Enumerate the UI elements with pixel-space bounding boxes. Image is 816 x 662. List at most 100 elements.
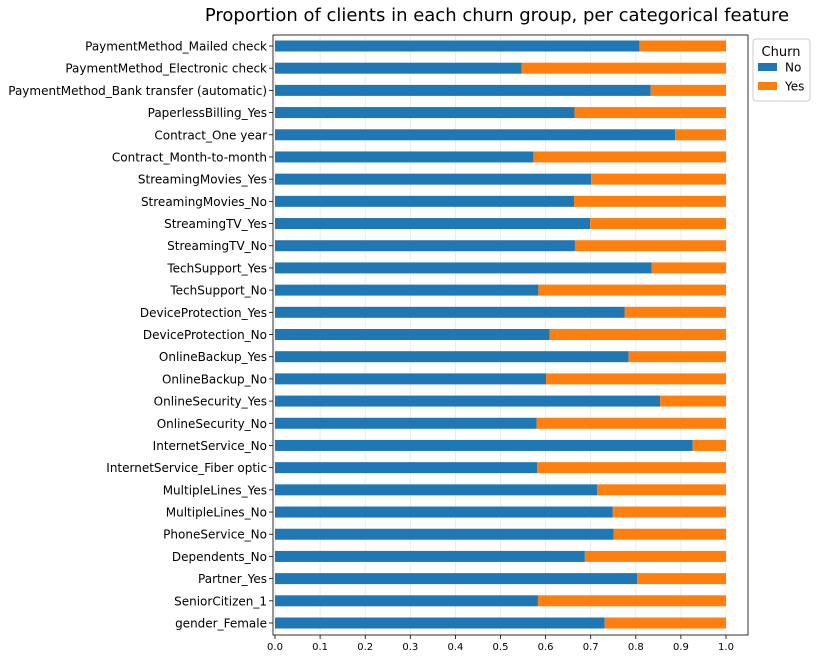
bar-no-segment: [275, 617, 605, 629]
legend-label-yes: Yes: [784, 80, 804, 94]
bar-layer: [275, 40, 726, 629]
x-tick-label: 0.3: [402, 642, 418, 653]
x-tick-label: 0.8: [628, 642, 644, 653]
category-label: PaymentMethod_Electronic check: [65, 62, 267, 76]
legend-swatch-yes: [758, 82, 777, 90]
bar-yes-segment: [521, 62, 726, 74]
bar-yes-segment: [574, 240, 726, 252]
bar-yes-segment: [549, 329, 726, 340]
category-label: TechSupport_Yes: [166, 261, 267, 275]
x-axis-ticks: 0.0 0.1 0.2 0.3 0.4 0.5 0.6 0.7 0.8 0.9 1.0: [267, 635, 734, 653]
bar-yes-segment: [574, 107, 726, 119]
category-label: Dependents_No: [172, 550, 267, 564]
bar-yes-segment: [538, 284, 726, 296]
category-label: SeniorCitizen_1: [174, 594, 267, 608]
bar-yes-segment: [574, 195, 726, 207]
bar-yes-segment: [651, 262, 726, 274]
bar-no-segment: [275, 173, 592, 185]
bar-yes-segment: [584, 550, 726, 562]
x-tick-label: 0.1: [312, 642, 328, 653]
bar-no-segment: [275, 395, 661, 407]
x-tick-label: 0.6: [538, 642, 554, 653]
category-label: Contract_One year: [154, 128, 267, 142]
bar-yes-segment: [537, 462, 726, 474]
bar-no-segment: [275, 151, 534, 163]
bar-yes-segment: [624, 306, 726, 318]
bar-no-segment: [275, 195, 575, 207]
x-tick-label: 0.0: [267, 642, 283, 653]
chart-title: Proportion of clients in each churn grou…: [205, 5, 789, 26]
bar-no-segment: [275, 417, 537, 429]
bar-no-segment: [275, 484, 598, 496]
x-tick-label: 1.0: [718, 642, 734, 653]
bar-no-segment: [275, 62, 522, 74]
bar-no-segment: [275, 506, 613, 518]
category-label: InternetService_No: [153, 439, 267, 453]
plot-frame: [272, 34, 749, 636]
legend-title: Churn: [762, 45, 801, 60]
category-label: PaperlessBilling_Yes: [148, 106, 267, 120]
category-label: OnlineSecurity_No: [157, 417, 267, 431]
category-label: OnlineBackup_No: [162, 372, 267, 386]
category-label: PaymentMethod_Mailed check: [85, 40, 267, 54]
bar-no-segment: [275, 284, 539, 296]
x-tick-label: 0.2: [357, 642, 373, 653]
category-label: StreamingMovies_Yes: [138, 173, 267, 187]
x-tick-label: 0.4: [447, 642, 463, 653]
category-label: PaymentMethod_Bank transfer (automatic): [8, 84, 267, 98]
bar-no-segment: [275, 129, 676, 141]
bar-no-segment: [275, 528, 614, 540]
bar-yes-segment: [637, 573, 726, 585]
category-label: Contract_Month-to-month: [112, 150, 267, 164]
category-label: OnlineBackup_Yes: [159, 350, 267, 364]
category-label: MultipleLines_No: [166, 506, 267, 520]
bar-yes-segment: [613, 528, 726, 540]
bar-yes-segment: [639, 40, 726, 52]
category-label: OnlineSecurity_Yes: [154, 395, 267, 409]
category-label: StreamingTV_Yes: [164, 217, 267, 231]
category-label: DeviceProtection_Yes: [140, 306, 267, 320]
bar-no-segment: [275, 439, 693, 451]
bar-yes-segment: [546, 373, 726, 385]
bar-yes-segment: [591, 173, 726, 185]
bar-no-segment: [275, 595, 538, 607]
bar-yes-segment: [675, 129, 726, 141]
bar-no-segment: [275, 306, 625, 318]
category-label: TechSupport_No: [169, 284, 267, 298]
category-label: PhoneService_No: [163, 528, 267, 542]
bar-yes-segment: [604, 617, 726, 629]
bar-no-segment: [275, 373, 547, 385]
category-labels: PaymentMethod_Mailed check PaymentMethod_…: [8, 40, 273, 631]
category-label: StreamingMovies_No: [141, 195, 267, 209]
bar-yes-segment: [536, 417, 726, 429]
category-label: InternetService_Fiber optic: [106, 461, 267, 475]
bar-no-segment: [275, 262, 652, 274]
bar-yes-segment: [537, 595, 726, 607]
category-label: DeviceProtection_No: [143, 328, 267, 342]
legend-label-no: No: [785, 61, 801, 75]
bar-no-segment: [275, 107, 575, 119]
category-label: Partner_Yes: [198, 572, 267, 586]
bar-no-segment: [275, 218, 591, 230]
bar-yes-segment: [597, 484, 726, 496]
bar-no-segment: [275, 462, 538, 474]
bar-no-segment: [275, 240, 575, 252]
x-tick-label: 0.9: [673, 642, 689, 653]
category-label: StreamingTV_No: [167, 239, 267, 253]
legend-entries: No Yes: [758, 61, 804, 94]
bar-no-segment: [275, 351, 629, 363]
category-label: MultipleLines_Yes: [163, 483, 267, 497]
bar-yes-segment: [533, 151, 726, 163]
bar-yes-segment: [692, 439, 726, 451]
bar-no-segment: [275, 550, 585, 562]
x-tick-label: 0.5: [493, 642, 509, 653]
legend-swatch-no: [758, 63, 777, 71]
bar-no-segment: [275, 84, 651, 96]
x-tick-label: 0.7: [583, 642, 599, 653]
bar-yes-segment: [628, 351, 726, 363]
category-label: gender_Female: [175, 617, 267, 631]
bar-yes-segment: [650, 84, 726, 96]
bar-no-segment: [275, 329, 550, 340]
